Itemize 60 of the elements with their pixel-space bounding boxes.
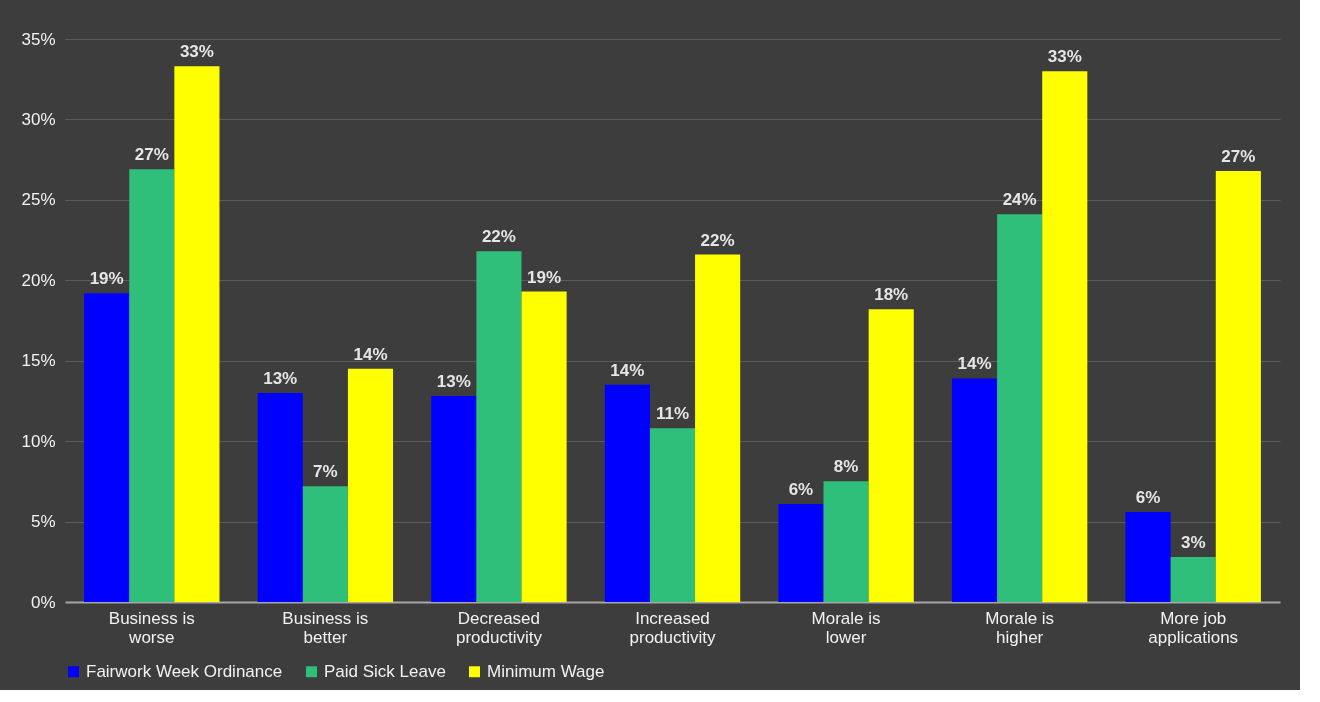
bar: [1042, 71, 1088, 602]
y-tick-label: 15%: [21, 351, 56, 371]
data-label: 33%: [1047, 47, 1082, 67]
bar: [997, 214, 1043, 602]
bar: [129, 169, 175, 602]
bar: [84, 293, 130, 602]
x-tick-label: Morale is higher: [985, 608, 1055, 647]
data-label: 18%: [874, 285, 909, 305]
data-label: 27%: [134, 145, 169, 165]
data-label: 3%: [1180, 532, 1206, 552]
data-label: 27%: [1221, 146, 1256, 166]
x-tick-label: Decreased productivity: [455, 608, 543, 647]
bar: [951, 378, 998, 602]
data-label: 14%: [353, 344, 388, 364]
bar: [476, 251, 522, 602]
y-tick-label: 35%: [21, 29, 56, 49]
data-label: 14%: [610, 360, 645, 380]
bar: [302, 486, 348, 602]
data-label: 19%: [527, 267, 562, 287]
data-label: 6%: [788, 479, 814, 499]
legend-label: Paid Sick Leave: [324, 661, 446, 681]
y-tick-label: 30%: [21, 109, 56, 129]
bar: [604, 384, 650, 602]
x-tick-label: Business is worse: [108, 608, 195, 647]
data-label: 24%: [1002, 190, 1037, 210]
data-label: 22%: [481, 227, 516, 247]
data-label: 13%: [263, 368, 298, 388]
bar: [649, 428, 696, 602]
y-tick-label: 25%: [21, 190, 56, 210]
bar: [823, 481, 869, 602]
legend-label: Minimum Wage: [487, 661, 605, 681]
data-label: 19%: [89, 269, 124, 289]
data-label: 7%: [313, 462, 338, 482]
bar: [1125, 511, 1171, 602]
legend-label: Fairwork Week Ordinance: [86, 661, 283, 681]
data-label: 22%: [700, 230, 735, 250]
x-tick-label: Increased productivity: [629, 608, 716, 647]
data-label: 33%: [179, 42, 214, 62]
bar: [1215, 170, 1261, 602]
data-label: 6%: [1135, 487, 1161, 507]
y-tick-label: 20%: [21, 270, 56, 290]
x-tick-label: More job applications: [1148, 608, 1239, 647]
y-tick-label: 10%: [21, 431, 56, 451]
data-label: 8%: [833, 457, 859, 477]
bar: [868, 309, 914, 602]
bar: [695, 254, 741, 602]
data-label: 13%: [436, 372, 471, 392]
y-tick-label: 0%: [30, 592, 56, 612]
bar: [521, 291, 567, 602]
x-tick-label: Business is better: [282, 608, 369, 647]
x-tick-label: Morale is lower: [811, 608, 881, 647]
data-label: 11%: [655, 404, 690, 424]
bar: [1170, 556, 1216, 602]
bar: [347, 368, 394, 602]
bar: [174, 66, 220, 602]
data-label: 14%: [957, 354, 992, 374]
y-tick-label: 5%: [30, 512, 56, 532]
bar: [431, 396, 477, 602]
bar: [778, 503, 824, 602]
bar: [257, 392, 303, 602]
